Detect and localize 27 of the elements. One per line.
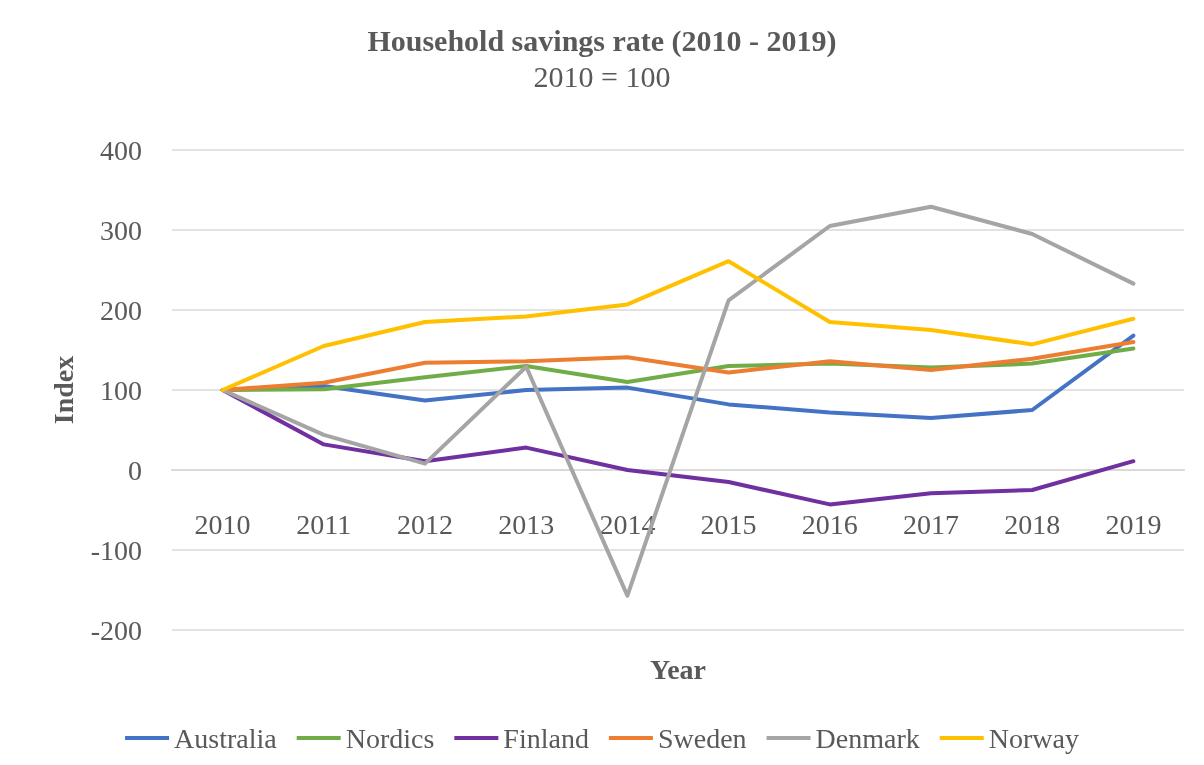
x-tick-label: 2013 [498, 508, 555, 540]
x-tick-label: 2016 [801, 508, 858, 540]
y-tick-label: 100 [100, 374, 142, 406]
legend-label: Finland [503, 722, 589, 754]
legend-label: Sweden [657, 722, 747, 754]
legend-label: Norway [988, 722, 1079, 754]
x-tick-label: 2017 [903, 508, 959, 540]
x-tick-label: 2019 [1105, 508, 1162, 540]
chart-title: Household savings rate (2010 - 2019) [367, 23, 837, 58]
chart-subtitle: 2010 = 100 [533, 59, 671, 93]
legend-label: Nordics [345, 722, 435, 754]
x-tick-label: 2012 [397, 508, 453, 540]
legend-label: Denmark [815, 722, 920, 754]
line-series [220, 259, 1136, 392]
y-tick-label: -200 [90, 614, 142, 646]
y-axis-title: Index [47, 355, 79, 425]
legend-label: Australia [174, 722, 278, 754]
x-tick-label: 2010 [194, 508, 251, 540]
x-tick-label: 2011 [296, 508, 352, 540]
x-tick-label: 2018 [1004, 508, 1061, 540]
x-tick-label: 2015 [700, 508, 757, 540]
y-tick-label: 400 [100, 134, 142, 166]
y-tick-label: 0 [128, 454, 142, 486]
y-tick-label: -100 [90, 534, 142, 566]
y-tick-label: 300 [100, 214, 142, 246]
x-axis-title: Year [650, 653, 706, 685]
y-tick-label: 200 [100, 294, 142, 326]
